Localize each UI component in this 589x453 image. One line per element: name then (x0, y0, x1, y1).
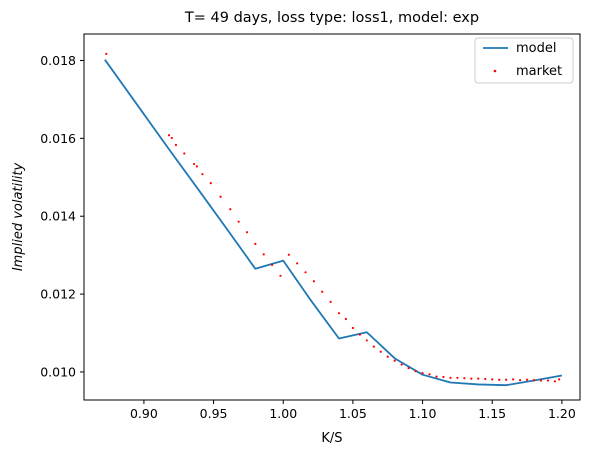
series-market-point (321, 290, 324, 293)
series-market-point (245, 231, 249, 234)
series-market-point (344, 317, 348, 321)
series-market-point (553, 380, 557, 383)
series-market-point (329, 300, 332, 303)
series-market-point (498, 378, 501, 381)
y-tick-label: 0.012 (40, 287, 76, 302)
series-market-point (558, 378, 561, 381)
series-market-point (491, 378, 494, 381)
series-market-point (337, 312, 341, 315)
series-market-point (365, 339, 368, 342)
y-axis: 0.010 0.012 0.014 0.016 0.018 (40, 53, 84, 379)
series-market-point (484, 377, 487, 381)
series-market-point (170, 136, 173, 140)
series-market-point (229, 208, 232, 211)
x-tick-label: 0.95 (200, 406, 228, 421)
chart-title: T= 49 days, loss type: loss1, model: exp (184, 10, 479, 26)
series-market-point (442, 375, 445, 379)
series-market-point (167, 134, 171, 137)
series-market-point (505, 378, 508, 381)
series-market-point (449, 376, 452, 379)
series-market-point (512, 378, 515, 381)
x-tick-label: 1.20 (548, 406, 576, 421)
series-market-point (456, 376, 459, 379)
series-market-point (201, 173, 204, 176)
series-market-point (546, 379, 550, 382)
series-market-point (262, 253, 265, 256)
legend-model-label: model (516, 41, 556, 56)
series-market-point (414, 370, 417, 373)
series-market-point (428, 373, 431, 376)
x-tick-label: 1.00 (269, 406, 297, 421)
y-tick-label: 0.016 (40, 131, 76, 146)
series-market-point (525, 378, 529, 381)
series-market-point (532, 379, 536, 382)
legend: model market (474, 37, 574, 84)
series-market-point (174, 143, 178, 147)
series-market-point (270, 263, 274, 266)
series-market-point (358, 333, 361, 336)
series-market-point (304, 271, 307, 274)
series-market-point (209, 182, 212, 185)
series-market-point (421, 372, 424, 375)
series-market-point (539, 379, 543, 382)
series-market-point (287, 253, 290, 256)
series-market-point (237, 220, 240, 223)
y-tick-label: 0.018 (40, 53, 76, 68)
series-market-point (105, 52, 108, 55)
series-market-point (351, 326, 354, 330)
x-axis-label: K/S (321, 431, 342, 446)
x-tick-label: 0.90 (130, 406, 158, 421)
legend-box (474, 37, 574, 84)
series-market-point (379, 350, 382, 353)
series-market-point (372, 345, 375, 348)
series-market-point (393, 359, 396, 362)
x-axis: 0.90 0.95 1.00 1.05 1.10 1.15 1.20 (130, 400, 576, 421)
series-market-point (219, 195, 222, 198)
series-market-point (435, 375, 438, 378)
series-layer (104, 52, 563, 387)
series-market-point (279, 274, 282, 277)
series-market-point (518, 379, 522, 382)
series-market-point (254, 242, 257, 245)
legend-market-swatch (493, 69, 497, 73)
series-market-point (407, 366, 410, 370)
series-market-point (400, 363, 403, 366)
series-model-line (104, 59, 563, 387)
series-market-point (470, 377, 473, 380)
series-market-point (192, 162, 196, 166)
y-tick-label: 0.010 (40, 364, 76, 379)
plot-area (84, 34, 580, 400)
series-market-point (463, 377, 466, 380)
series-market-point (312, 280, 315, 283)
plot-frame (83, 33, 581, 401)
legend-market-label: market (516, 64, 562, 79)
y-tick-label: 0.014 (40, 209, 76, 224)
x-tick-label: 1.10 (409, 406, 437, 421)
series-market-point (477, 377, 480, 380)
x-tick-label: 1.15 (478, 406, 506, 421)
series-market-point (296, 262, 299, 265)
series-market-point (386, 355, 389, 358)
series-market-point (183, 152, 186, 155)
y-axis-label: Implied volatility (11, 163, 26, 272)
series-market-point (195, 165, 198, 168)
x-tick-label: 1.05 (339, 406, 367, 421)
